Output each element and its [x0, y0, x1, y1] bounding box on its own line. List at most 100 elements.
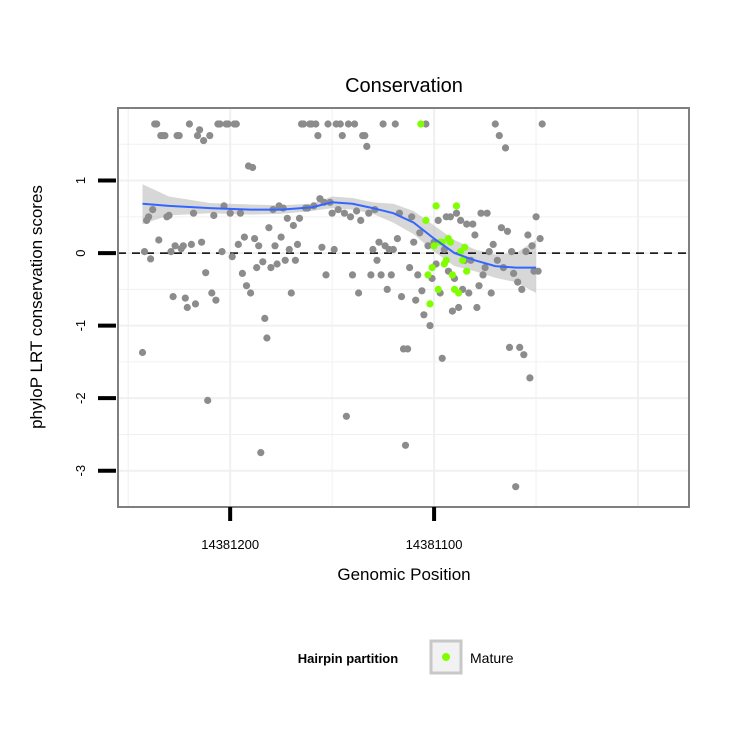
panel-border [117, 107, 690, 508]
legend: Hairpin partition Mature [298, 639, 514, 675]
conservation-point [353, 207, 361, 215]
conservation-point [291, 256, 299, 264]
y-tick-label: -2 [73, 392, 88, 404]
conservation-point [165, 211, 173, 219]
conservation-point [408, 213, 416, 221]
conservation-point [183, 303, 191, 312]
conservation-point [483, 209, 491, 217]
conservation-point [526, 374, 534, 382]
conservation-point [393, 235, 401, 243]
conservation-point [236, 209, 244, 217]
conservation-point [240, 233, 248, 241]
conservation-point [200, 137, 208, 145]
y-tick-label: 1 [73, 177, 88, 184]
conservation-point [149, 206, 157, 214]
conservation-point [206, 132, 214, 140]
conservation-point [338, 132, 346, 140]
conservation-point [477, 209, 485, 217]
mature-point [455, 289, 463, 297]
conservation-point [379, 120, 387, 128]
conservation-point [336, 120, 344, 128]
mature-point [434, 285, 442, 293]
conservation-point [145, 213, 153, 221]
conservation-point [185, 120, 193, 128]
conservation-point [202, 269, 210, 277]
conservation-point [404, 345, 412, 353]
conservation-point [181, 294, 189, 302]
conservation-point [446, 213, 454, 221]
conservation-point [422, 120, 430, 128]
conservation-point [263, 334, 271, 342]
x-axis: 14381200 14381100 [201, 507, 463, 552]
mature-point [452, 202, 461, 210]
conservation-point [534, 267, 542, 275]
conservation-point [528, 242, 536, 250]
conservation-point [314, 132, 322, 140]
conservation-point [281, 256, 289, 264]
conservation-point [153, 120, 161, 128]
conservation-point [279, 204, 287, 212]
conservation-point [251, 235, 259, 243]
conservation-point [322, 271, 330, 279]
conservation-point [491, 120, 499, 128]
conservation-point [481, 264, 489, 272]
conservation-point [522, 248, 530, 256]
conservation-point [324, 120, 332, 128]
conservation-point [524, 231, 532, 239]
conservation-point [357, 216, 365, 224]
conservation-point [265, 224, 273, 232]
mature-point [430, 242, 438, 250]
mature-point [442, 256, 450, 264]
conservation-point [312, 120, 320, 128]
conservation-point [191, 300, 200, 308]
conservation-point [471, 231, 479, 239]
conservation-point [438, 354, 446, 362]
mature-point [461, 243, 469, 251]
y-axis: -3 -2 -1 0 1 [73, 177, 116, 477]
panel-border-layer [117, 107, 690, 508]
conservation-point [410, 238, 418, 246]
conservation-point [516, 343, 524, 351]
conservation-point [318, 243, 326, 251]
conservation-point [487, 289, 495, 297]
x-tick-label: 14381100 [406, 537, 463, 552]
legend-mature-marker [442, 653, 450, 661]
conservation-point [416, 229, 424, 237]
conservation-point [489, 240, 497, 248]
conservation-point [300, 120, 308, 128]
conservation-point [283, 214, 291, 222]
conservation-point [387, 271, 395, 279]
conservation-point [455, 303, 463, 312]
conservation-point [465, 289, 473, 297]
conservation-point [224, 120, 232, 128]
conservation-point [167, 248, 175, 256]
conservation-point [196, 126, 204, 134]
conservation-point [287, 289, 295, 297]
conservation-point [147, 255, 155, 263]
conservation-point [218, 248, 226, 256]
conservation-point [328, 209, 336, 217]
conservation-point [247, 289, 255, 297]
conservation-point [497, 224, 505, 232]
legend-title: Hairpin partition [298, 651, 398, 666]
y-axis-label: phyloP LRT conservation scores [27, 185, 46, 429]
conservation-point [391, 120, 399, 128]
y-tick-label: -1 [73, 320, 88, 332]
mature-point [463, 267, 471, 275]
conservation-point [501, 144, 510, 152]
conservation-point [406, 264, 414, 272]
conservation-point [414, 271, 422, 279]
conservation-point [255, 242, 263, 250]
conservation-point [457, 216, 465, 224]
conservation-point [234, 240, 242, 248]
conservation-point [355, 289, 363, 297]
conservation-point [518, 285, 526, 293]
conservation-point [509, 269, 518, 277]
mature-point [446, 238, 454, 246]
conservation-point [365, 209, 373, 217]
conservation-point [295, 214, 304, 222]
conservation-point [485, 248, 493, 256]
conservation-point [340, 209, 348, 217]
conservation-point [418, 287, 426, 295]
conservation-point [140, 248, 149, 256]
